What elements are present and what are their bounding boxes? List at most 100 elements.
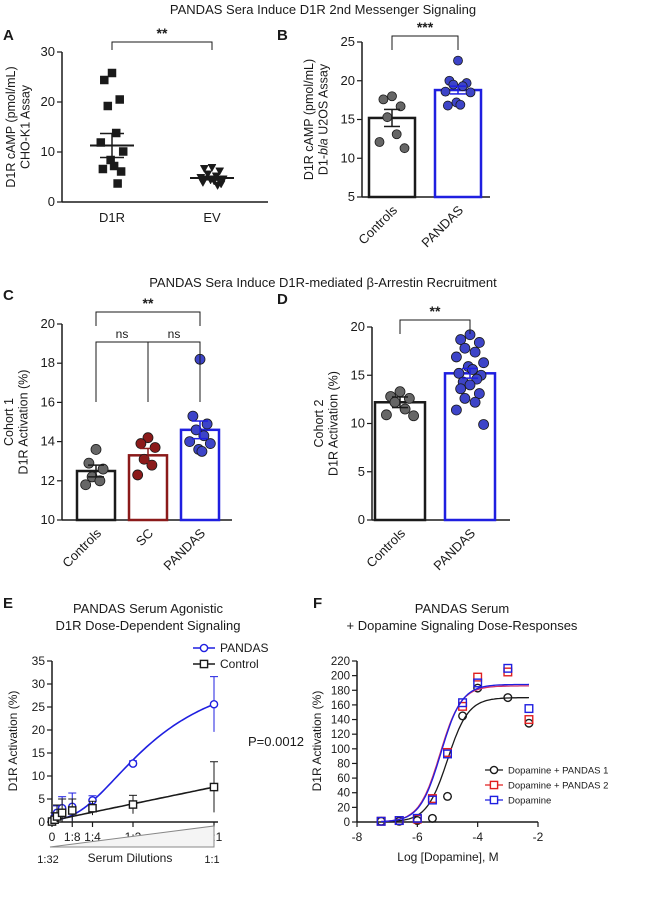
y-tick-label: 40 xyxy=(337,788,350,800)
data-point xyxy=(427,795,437,805)
panel-label: C xyxy=(3,287,14,304)
significance-label: ** xyxy=(157,25,168,41)
x-category-label: EV xyxy=(203,210,221,225)
data-point xyxy=(459,393,471,404)
bar xyxy=(373,401,427,522)
data-point xyxy=(100,75,109,85)
panel-label: D xyxy=(277,291,288,308)
data-point xyxy=(455,383,467,395)
data-point xyxy=(412,813,422,823)
data-point xyxy=(473,678,483,688)
panel-e: E PANDAS Serum Agonistic D1R Dose-Dependen… xyxy=(3,595,304,866)
y-tick-label: 0 xyxy=(344,817,350,829)
y-tick-label: 20 xyxy=(351,319,365,334)
data-point xyxy=(149,442,161,453)
chart-title: + Dopamine Signaling Dose-Responses xyxy=(347,618,578,633)
data-point xyxy=(135,438,147,449)
y-tick-label: 15 xyxy=(341,112,355,127)
row2-title: PANDAS Sera Induce D1R-mediated β-Arrest… xyxy=(149,275,497,290)
data-point xyxy=(83,457,95,469)
data-point xyxy=(469,346,481,358)
data-point xyxy=(478,357,490,369)
y-tick-label: 100 xyxy=(331,744,350,756)
y-axis-label: CHO-K1 Assay xyxy=(18,84,32,169)
data-point xyxy=(478,419,490,430)
data-point xyxy=(473,337,485,348)
data-point xyxy=(389,396,401,408)
y-tick-label: 220 xyxy=(331,656,350,668)
data-point xyxy=(443,791,453,801)
significance-bracket xyxy=(111,41,213,50)
data-point xyxy=(473,672,483,682)
y-tick-label: 25 xyxy=(341,34,355,49)
data-point xyxy=(524,704,534,714)
data-point xyxy=(209,699,219,709)
data-point xyxy=(209,782,219,792)
data-point xyxy=(57,808,67,818)
data-point xyxy=(116,167,126,176)
y-axis-label: D1R Activation (%) xyxy=(16,370,30,475)
chart-title: PANDAS Serum Agonistic xyxy=(73,601,224,616)
panel-a: A 0 10 20 30 D1R cAMP (pmol/mL) CHO-K1 Assay D1… xyxy=(3,25,268,225)
y-tick-label: 20 xyxy=(341,73,355,88)
x-category-label: PANDAS xyxy=(160,525,208,573)
data-point xyxy=(128,759,138,768)
y-tick-label: 35 xyxy=(32,654,46,668)
y-tick-label: 120 xyxy=(331,729,350,741)
significance-bracket xyxy=(147,341,201,402)
panel-d: D 0 5 10 15 20 Cohort 2 D1R Activation (%) Contr… xyxy=(277,291,510,573)
data-point xyxy=(453,55,463,66)
dilution-wedge xyxy=(49,825,215,848)
y-tick-label: 80 xyxy=(337,758,350,770)
x-category-label: Controls xyxy=(355,202,400,247)
data-point xyxy=(442,100,453,111)
panel-label: E xyxy=(3,595,13,612)
data-point xyxy=(190,424,202,436)
chart-title: D1R Dose-Dependent Signaling xyxy=(55,618,240,633)
y-tick-label: 10 xyxy=(341,150,355,165)
legend-marker xyxy=(489,795,499,805)
legend-marker xyxy=(199,659,209,669)
y-axis-label: Cohort 1 xyxy=(2,398,16,446)
data-point xyxy=(374,137,385,147)
y-tick-label: 140 xyxy=(331,715,350,727)
y-tick-label: 5 xyxy=(358,464,365,479)
y-axis-label: D1R Activation (%) xyxy=(6,691,20,792)
data-point xyxy=(199,165,209,174)
legend-marker xyxy=(199,643,209,653)
y-tick-label: 20 xyxy=(41,316,55,331)
data-point xyxy=(103,101,113,111)
data-point xyxy=(440,86,451,97)
y-tick-label: 180 xyxy=(331,685,350,697)
legend-marker xyxy=(489,765,499,775)
y-tick-label: 10 xyxy=(41,512,55,527)
data-point xyxy=(203,170,213,179)
data-point xyxy=(427,813,437,823)
significance-bracket xyxy=(95,311,201,326)
legend-marker xyxy=(489,780,499,790)
y-tick-label: 160 xyxy=(331,700,350,712)
data-point xyxy=(399,403,411,415)
data-point xyxy=(524,715,534,725)
data-point xyxy=(458,711,468,721)
data-point xyxy=(213,182,223,191)
significance-label: ns xyxy=(116,327,129,341)
data-point xyxy=(142,432,154,444)
data-point xyxy=(391,129,402,140)
significance-label: ** xyxy=(430,303,441,319)
wedge-right-label: 1:1 xyxy=(204,854,219,866)
significance-bracket xyxy=(95,341,149,402)
y-tick-label: 60 xyxy=(337,773,350,785)
x-tick-label: -2 xyxy=(533,830,544,844)
x-tick-label: -4 xyxy=(472,830,483,844)
data-point xyxy=(459,342,471,354)
y-axis-label: D1R cAMP (pmol/mL) xyxy=(302,59,316,180)
y-axis-label: D1R Activation (%) xyxy=(326,371,340,476)
panel-f: F PANDAS Serum + Dopamine Signaling Dose-R… xyxy=(310,595,608,864)
data-point xyxy=(88,803,97,813)
data-point xyxy=(464,379,476,391)
panel-label: F xyxy=(313,595,322,612)
significance-bracket xyxy=(391,35,459,50)
panel-label: A xyxy=(3,27,14,44)
y-tick-label: 5 xyxy=(38,792,45,806)
